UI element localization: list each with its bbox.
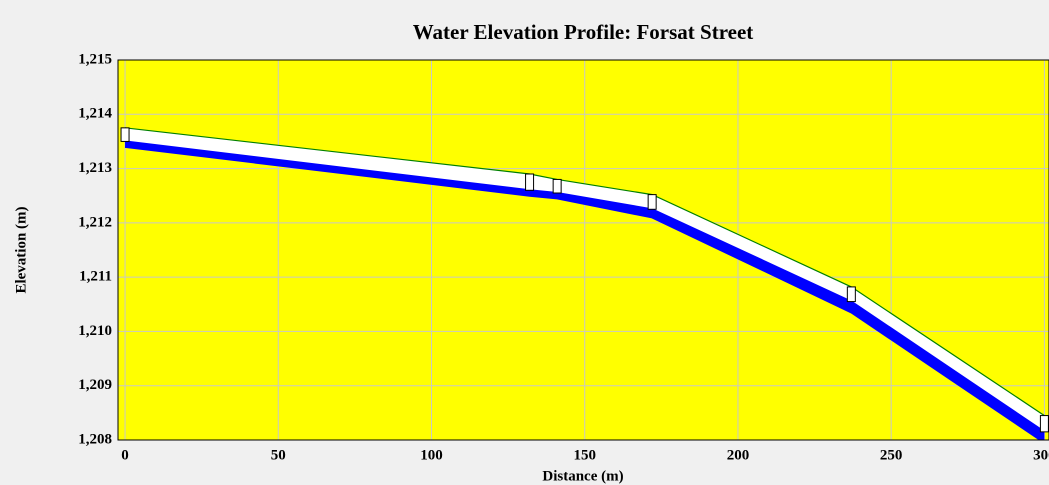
x-tick-label: 0 — [121, 447, 129, 463]
y-tick-label: 1,211 — [79, 269, 112, 285]
y-tick-label: 1,209 — [78, 377, 112, 393]
x-tick-label: 300 — [1033, 447, 1049, 463]
y-tick-label: 1,214 — [78, 106, 112, 122]
manhole — [846, 286, 856, 303]
y-tick-label: 1,213 — [78, 160, 112, 176]
manhole — [525, 173, 535, 191]
ground-line — [124, 127, 1045, 417]
manhole — [647, 194, 657, 210]
plot-area — [118, 60, 1049, 440]
x-tick-label: 250 — [880, 447, 903, 463]
x-tick-label: 150 — [573, 447, 596, 463]
x-tick-label: 100 — [420, 447, 443, 463]
pipe-line — [124, 140, 1045, 433]
plot-border — [117, 59, 1049, 441]
y-tick-label: 1,215 — [78, 51, 112, 67]
y-tick-label: 1,208 — [78, 431, 112, 447]
plot-content — [120, 127, 1049, 440]
manhole — [1039, 415, 1049, 433]
y-axis-label: Elevation (m) — [13, 206, 29, 293]
manhole — [552, 178, 562, 194]
y-tick-label: 1,210 — [78, 323, 112, 339]
chart-title: Water Elevation Profile: Forsat Street — [413, 20, 754, 44]
pipe-line — [124, 145, 1043, 440]
pipe-band — [125, 141, 1045, 440]
y-tick-label: 1,212 — [78, 214, 112, 230]
x-tick-label: 50 — [271, 447, 286, 463]
manhole — [120, 127, 130, 142]
x-tick-label: 200 — [727, 447, 750, 463]
x-axis-label: Distance (m) — [542, 468, 623, 484]
cover-area — [125, 127, 1045, 432]
